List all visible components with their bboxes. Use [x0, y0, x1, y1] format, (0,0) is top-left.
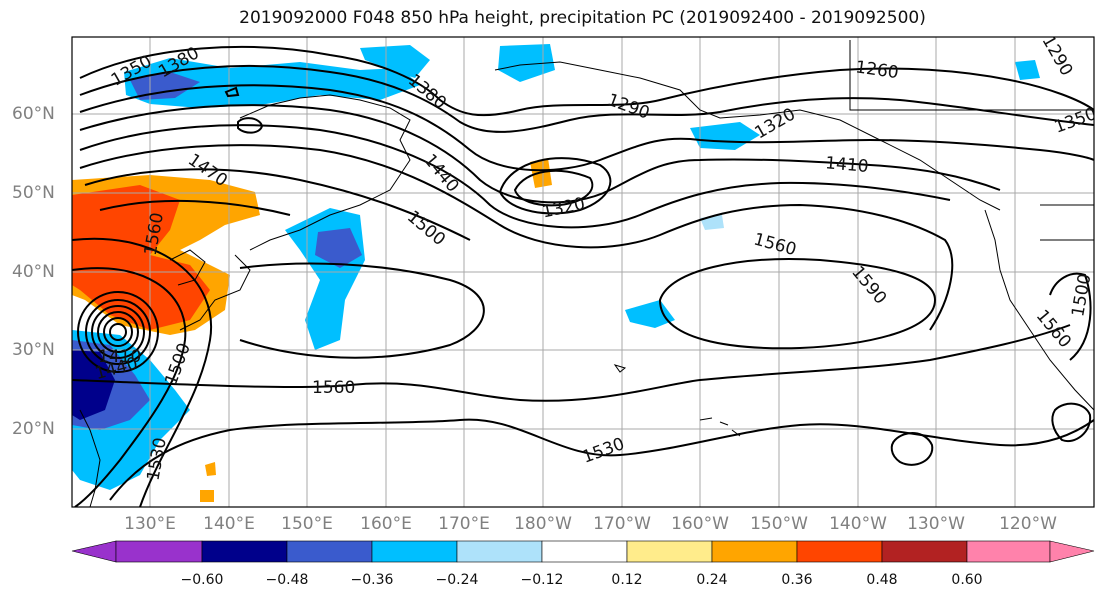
precip-negative-core — [315, 228, 362, 268]
colorbar-bin — [796, 540, 883, 563]
colorbar-tick-label: 0.12 — [611, 572, 643, 588]
colorbar-tick-label: 0.36 — [781, 572, 813, 588]
colorbar-extend-low — [71, 540, 117, 563]
contour-label: 1350 — [1052, 104, 1099, 138]
contour-label: 1260 — [854, 57, 900, 83]
precip-negative-core — [72, 350, 115, 420]
lon-label: 140°E — [203, 514, 255, 534]
lon-label: 150°W — [750, 514, 808, 534]
contour-label: 1500 — [403, 207, 449, 250]
colorbar-bin — [966, 540, 1051, 563]
precip-positive-area — [200, 490, 214, 502]
plot-frame — [71, 36, 1095, 508]
precip-negative-core — [130, 72, 200, 100]
contour-label: 1410 — [98, 347, 141, 367]
precip-negative-area — [625, 300, 675, 328]
lon-label: 120°W — [999, 514, 1057, 534]
colorbar-tick-label: 0.60 — [951, 572, 983, 588]
graticule — [72, 37, 1094, 507]
colorbar-bin — [626, 540, 713, 563]
colorbar-bin — [456, 540, 543, 563]
lat-label: 40°N — [12, 262, 55, 282]
height-contours — [72, 45, 1094, 507]
colorbar-extend-high — [1049, 540, 1095, 563]
colorbar-tick-label: 0.24 — [696, 572, 728, 588]
precip-negative-area — [360, 45, 430, 78]
colorbar-tick-label: −0.24 — [435, 572, 479, 588]
colorbar-tick-label: −0.48 — [265, 572, 309, 588]
contour-label: 1290 — [605, 90, 652, 124]
lon-label: 180°W — [514, 514, 572, 534]
precip-negative-area — [498, 44, 555, 82]
colorbar-bin — [541, 540, 628, 563]
colorbar-bin — [881, 540, 968, 563]
colorbar-tick-label: −0.60 — [180, 572, 224, 588]
lon-label: 130°W — [907, 514, 965, 534]
colorbar-tick-label: −0.36 — [350, 572, 394, 588]
colorbar — [71, 540, 1095, 563]
lat-label: 50°N — [12, 183, 55, 203]
contour-label: 1290 — [1038, 32, 1077, 79]
contour-label: 1410 — [824, 153, 869, 177]
colorbar-bin — [286, 540, 373, 563]
colorbar-tick-label: −0.12 — [520, 572, 564, 588]
precip-negative-area — [285, 208, 365, 350]
colorbar-tick-label: 0.48 — [866, 572, 898, 588]
precip-negative-area — [124, 58, 420, 108]
contour-label: 1320 — [752, 104, 799, 143]
colorbar-bin — [711, 540, 798, 563]
contour-label: 1560 — [312, 378, 355, 398]
colorbar-bin — [115, 540, 203, 563]
colorbar-bin — [371, 540, 458, 563]
precip-positive-area — [205, 462, 216, 476]
map-title: 2019092000 F048 850 hPa height, precipit… — [239, 8, 926, 28]
contour-label: 1530 — [580, 434, 627, 468]
contour-label: 1560 — [751, 230, 798, 261]
lon-label: 170°W — [593, 514, 651, 534]
lat-label: 20°N — [12, 419, 55, 439]
precip-negative-area — [1015, 60, 1040, 80]
lat-label: 30°N — [12, 340, 55, 360]
lon-label: 160°E — [360, 514, 412, 534]
lon-label: 160°W — [671, 514, 729, 534]
lon-label: 140°W — [829, 514, 887, 534]
lon-label: 150°E — [281, 514, 333, 534]
coastlines — [79, 40, 1094, 507]
contour-label: 1380 — [404, 70, 450, 113]
lon-label: 170°E — [438, 514, 490, 534]
contour-label: 1320 — [540, 194, 586, 223]
colorbar-bin — [201, 540, 288, 563]
contour-label: 1440 — [420, 150, 463, 196]
contour-label: 1500 — [161, 340, 195, 387]
lon-label: 130°E — [124, 514, 176, 534]
lat-label: 60°N — [12, 104, 55, 124]
